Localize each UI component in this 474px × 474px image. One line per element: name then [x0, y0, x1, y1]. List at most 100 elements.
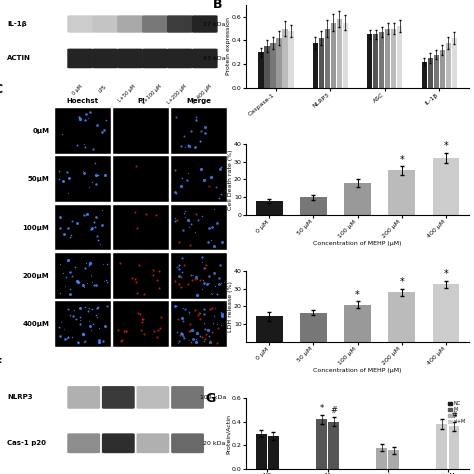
FancyBboxPatch shape — [192, 15, 218, 33]
Text: *: * — [400, 155, 404, 164]
Bar — [389, 171, 415, 215]
Text: L+200 μM: L+200 μM — [166, 84, 188, 105]
FancyBboxPatch shape — [171, 433, 204, 453]
Bar — [258, 52, 264, 88]
Bar — [316, 419, 327, 469]
Text: IL-1β: IL-1β — [7, 21, 27, 27]
Bar — [388, 450, 399, 469]
Bar — [325, 28, 330, 88]
Bar — [256, 434, 267, 469]
FancyBboxPatch shape — [92, 49, 118, 68]
Bar — [422, 62, 427, 88]
Bar — [433, 284, 459, 342]
FancyBboxPatch shape — [67, 386, 100, 409]
Bar — [256, 316, 283, 342]
Bar — [264, 46, 270, 88]
Text: #: # — [450, 411, 457, 420]
Text: G: G — [206, 392, 216, 405]
Text: LPS: LPS — [97, 84, 107, 94]
FancyBboxPatch shape — [102, 433, 135, 453]
Text: PI: PI — [137, 98, 145, 104]
Bar — [440, 50, 445, 88]
Bar — [344, 183, 371, 215]
Text: 0μM: 0μM — [32, 128, 49, 134]
FancyBboxPatch shape — [142, 15, 168, 33]
Bar — [171, 253, 227, 299]
Bar — [376, 448, 387, 469]
Bar — [171, 301, 227, 347]
Text: L+100 μM: L+100 μM — [141, 84, 163, 105]
Y-axis label: Protein/Actin: Protein/Actin — [226, 414, 230, 454]
FancyBboxPatch shape — [137, 433, 169, 453]
Text: L+400 μM: L+400 μM — [191, 84, 212, 105]
Text: C: C — [0, 83, 3, 96]
Legend: NC, M, si, si+M: NC, M, si, si+M — [447, 401, 467, 425]
Y-axis label: Cell Death rate (%): Cell Death rate (%) — [228, 149, 233, 210]
FancyBboxPatch shape — [67, 433, 100, 453]
Text: 50μM: 50μM — [27, 176, 49, 182]
FancyBboxPatch shape — [142, 49, 168, 68]
Bar — [55, 205, 111, 250]
Bar — [55, 253, 111, 299]
Text: 17 kDa: 17 kDa — [203, 21, 226, 27]
Bar — [434, 55, 439, 88]
Text: 0 μM: 0 μM — [71, 84, 83, 96]
Bar — [328, 422, 339, 469]
Text: ACTIN: ACTIN — [7, 55, 31, 62]
Bar — [428, 58, 433, 88]
Bar — [437, 424, 447, 469]
Bar — [55, 301, 111, 347]
Bar — [367, 35, 373, 88]
Text: *: * — [400, 277, 404, 287]
Bar — [337, 19, 342, 88]
Bar — [446, 43, 451, 88]
Bar — [113, 156, 169, 202]
Text: 200μM: 200μM — [23, 273, 49, 279]
Text: 20 kDa: 20 kDa — [203, 441, 226, 446]
Text: 400μM: 400μM — [23, 321, 49, 328]
Bar — [270, 43, 275, 88]
FancyBboxPatch shape — [67, 15, 93, 33]
Text: 100μM: 100μM — [23, 225, 49, 230]
Text: Merge: Merge — [187, 98, 211, 104]
Bar — [282, 28, 288, 88]
Bar — [256, 201, 283, 215]
Bar — [171, 205, 227, 250]
Text: *: * — [444, 269, 448, 279]
FancyBboxPatch shape — [67, 49, 93, 68]
Bar — [300, 197, 327, 215]
X-axis label: Concentration of MEHP (μM): Concentration of MEHP (μM) — [313, 240, 402, 246]
Bar — [55, 108, 111, 154]
Bar — [268, 436, 279, 469]
Text: #: # — [330, 406, 337, 415]
Bar — [391, 28, 396, 88]
Text: *: * — [444, 141, 448, 151]
Bar — [171, 108, 227, 154]
Bar — [313, 43, 318, 88]
FancyBboxPatch shape — [92, 15, 118, 33]
Text: *: * — [355, 290, 360, 300]
Bar — [379, 32, 384, 88]
FancyBboxPatch shape — [102, 386, 135, 409]
FancyBboxPatch shape — [171, 386, 204, 409]
Bar — [319, 38, 324, 88]
Bar — [331, 23, 336, 88]
Text: B: B — [212, 0, 222, 11]
Text: E: E — [206, 265, 214, 278]
Bar — [113, 301, 169, 347]
Bar — [171, 156, 227, 202]
Bar — [373, 35, 378, 88]
X-axis label: Concentration of MEHP (μM): Concentration of MEHP (μM) — [313, 368, 402, 373]
Text: NLRP3: NLRP3 — [7, 394, 33, 401]
Text: 43 kDa: 43 kDa — [203, 56, 226, 61]
Text: D: D — [206, 138, 216, 151]
FancyBboxPatch shape — [117, 15, 143, 33]
FancyBboxPatch shape — [167, 15, 193, 33]
Bar — [397, 26, 402, 88]
Bar — [452, 38, 457, 88]
Y-axis label: LDH release (%): LDH release (%) — [228, 281, 233, 332]
Bar — [433, 158, 459, 215]
Bar — [389, 292, 415, 342]
FancyBboxPatch shape — [117, 49, 143, 68]
Bar — [276, 38, 282, 88]
